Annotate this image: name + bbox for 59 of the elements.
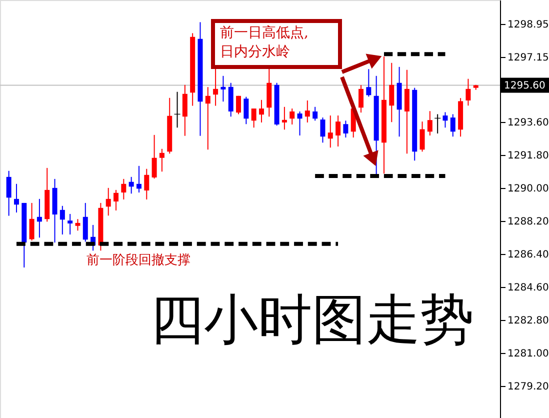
candlestick bbox=[152, 134, 157, 180]
candlestick bbox=[282, 106, 287, 130]
candlestick bbox=[236, 95, 242, 115]
candlestick bbox=[136, 165, 142, 193]
candlestick bbox=[106, 187, 111, 216]
y-tick-label: 1298.95 bbox=[508, 19, 549, 30]
candlestick bbox=[6, 170, 12, 216]
candlestick bbox=[182, 84, 188, 136]
y-tick-label: 1284.60 bbox=[508, 282, 549, 294]
candlestick bbox=[60, 205, 65, 235]
candlestick bbox=[404, 69, 410, 154]
y-tick-label: 1282.80 bbox=[508, 315, 549, 326]
candlestick bbox=[121, 178, 126, 200]
candlestick bbox=[144, 168, 150, 200]
candlestick bbox=[427, 110, 432, 136]
candlestick bbox=[29, 202, 34, 242]
candlestick bbox=[68, 213, 73, 235]
candlestick bbox=[297, 110, 302, 136]
y-tick-label: 1290.00 bbox=[508, 183, 549, 194]
candlestick bbox=[159, 148, 164, 172]
candlestick bbox=[290, 108, 295, 125]
candlestick bbox=[244, 96, 249, 125]
candlestick bbox=[336, 115, 341, 147]
candlestick bbox=[420, 121, 425, 152]
candlestick bbox=[320, 117, 326, 144]
annotation: 前一阶段回撤支撑 bbox=[86, 252, 191, 268]
candlestick bbox=[434, 114, 441, 134]
y-tick-label: 1281.00 bbox=[508, 348, 549, 360]
y-tick-label: 1291.80 bbox=[508, 150, 549, 162]
y-tick-label: 1286.40 bbox=[508, 249, 549, 260]
candlestick bbox=[358, 84, 364, 114]
candlestick bbox=[82, 202, 88, 242]
candlestick bbox=[14, 183, 19, 213]
candlestick bbox=[343, 120, 348, 138]
candlestick bbox=[304, 100, 310, 123]
candlestick bbox=[220, 75, 226, 102]
candlestick bbox=[251, 108, 256, 128]
candlestick bbox=[328, 115, 333, 148]
candlestick bbox=[258, 99, 264, 123]
candlestick bbox=[312, 106, 318, 122]
candlestick bbox=[366, 68, 372, 98]
y-tick-label: 1279.20 bbox=[508, 381, 549, 392]
y-tick-label: 1288.20 bbox=[508, 216, 549, 228]
candlestick bbox=[213, 68, 218, 106]
y-tick-label: 1293.60 bbox=[508, 117, 549, 128]
annotation: 前一日高低点, 日内分水岭 bbox=[220, 25, 308, 60]
candlestick bbox=[114, 189, 119, 211]
annotation: 四小时图走势 bbox=[150, 288, 474, 351]
candlestick bbox=[36, 198, 42, 238]
candlestick bbox=[174, 91, 180, 128]
candlestick bbox=[442, 112, 448, 128]
candlestick bbox=[75, 218, 80, 232]
candlestick bbox=[466, 78, 471, 106]
candlestick bbox=[205, 86, 210, 150]
ref-line-label: 1295.60 bbox=[504, 80, 546, 92]
candlestick bbox=[389, 62, 394, 123]
y-tick-label: 1297.15 bbox=[508, 52, 549, 64]
candlestick bbox=[128, 176, 134, 194]
candlestick bbox=[450, 114, 456, 138]
